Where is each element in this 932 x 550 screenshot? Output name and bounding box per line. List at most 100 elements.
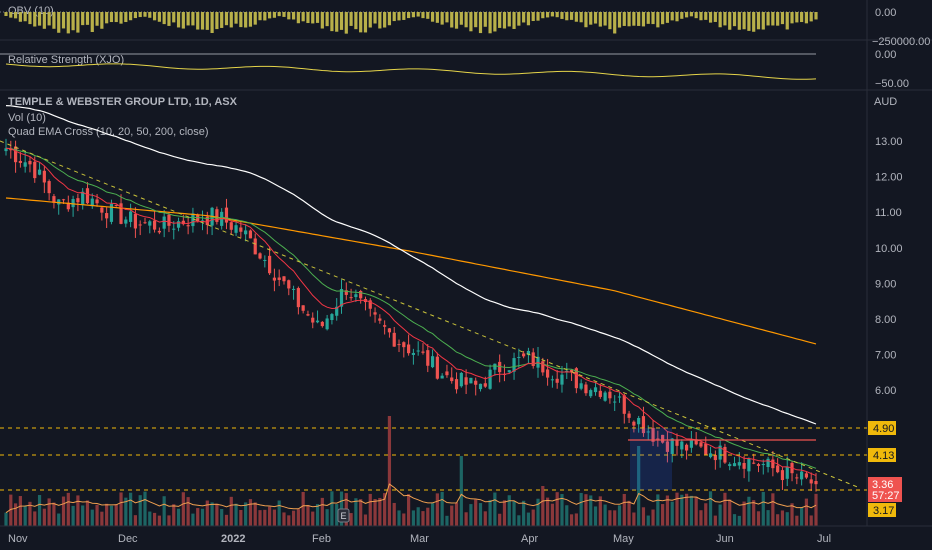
symbol-title: TEMPLE & WEBSTER GROUP LTD, 1D, ASX [8,96,238,108]
obv-bar [335,12,339,32]
candle-body [387,328,392,333]
price-tick-label: 7.00 [875,350,896,362]
volume-bar [478,503,483,526]
volume-bar [291,510,296,526]
volume-bar [224,514,229,526]
candle-body [694,439,698,445]
obv-bar [253,12,257,25]
candle-body [507,370,511,373]
obv-bar [445,12,449,23]
earnings-marker[interactable] [337,508,350,523]
candle-body [766,458,770,468]
ema50-line [5,105,817,425]
ema10-line [5,147,817,477]
candle-body [133,213,138,229]
obv-bar [699,12,703,21]
price-label-4-13: 4.13 [868,448,896,462]
volume-bar [560,494,564,526]
obv-bar [493,12,497,32]
candle-body [661,434,665,443]
candle-body [306,314,310,316]
volume-bar [296,509,300,526]
candle-body [689,439,693,448]
ema20-line [5,147,817,469]
obv-bar [210,12,214,34]
volume-bar [589,495,593,526]
volume-bar [205,500,209,526]
candle-body [555,378,559,383]
obv-bar [124,12,128,23]
obv-bar [263,12,267,21]
volume-bar [435,493,439,526]
candle-body [550,379,554,381]
rs-label: Relative Strength (XJO) [8,54,124,66]
obv-tick-zero: 0.00 [875,7,896,19]
candle-body [737,462,741,466]
obv-bar [119,12,123,24]
time-axis[interactable]: Nov Dec 2022 Feb Mar Apr May Jun Jul [8,533,831,545]
obv-bar [13,12,18,19]
candle-body [704,443,708,455]
currency-label: AUD [874,96,897,108]
candle-body [464,377,468,385]
volume-bar [407,494,411,526]
obv-bar [646,12,650,24]
price-label-3-17: 3.17 [868,503,896,517]
earnings-marker-letter: E [340,511,346,521]
obv-bar [713,12,717,22]
volume-bar [761,491,765,526]
candle-body [191,213,195,227]
obv-bar [311,12,315,24]
volume-bar [411,510,415,526]
volume-bar [85,500,90,526]
obv-bar [306,12,310,24]
volume-bar [320,497,324,526]
obv-bar [42,12,46,29]
trendline[interactable] [0,140,861,489]
candle-body [776,465,780,473]
obv-bar [143,12,147,17]
obv-bar [574,12,578,22]
obv-bar [373,12,377,24]
candle-body [152,220,157,230]
obv-bar [464,12,468,28]
obv-bar [359,12,363,33]
obv-tick-neg: −250000.00 [872,36,930,48]
volume-bar [244,502,248,526]
obv-bar [138,12,142,18]
candle-body [4,148,8,152]
volume-bar [474,499,478,526]
candle-body [728,464,732,466]
obv-bar [522,12,526,23]
candle-body [392,332,396,347]
volume-bar [752,500,756,526]
obv-bar [517,12,521,26]
obv-bar [421,12,425,19]
obv-bar [90,12,94,32]
obv-bar [196,12,200,30]
volume-bar [617,505,622,526]
candle-body [373,312,377,315]
volume-bar [315,504,320,526]
volume-bar [402,513,406,526]
candle-body [287,280,291,289]
candle-body [545,369,550,378]
volume-bar [311,511,315,526]
candle-body [732,463,737,467]
volume-bar [675,492,679,526]
candle-body [239,227,243,232]
candle-body [747,458,751,472]
candle-body [13,146,18,163]
obv-bar [152,12,157,21]
candle-body [378,318,382,321]
candle-body [742,462,746,469]
candle-body [593,387,598,393]
volume-bar [598,496,602,526]
volume-bar [512,500,516,526]
volume-bar [105,503,109,526]
volume-bar [680,494,684,526]
candle-body [522,353,526,357]
volume-bar [52,502,56,526]
main-pane: TEMPLE & WEBSTER GROUP LTD, 1D, ASX Vol … [0,96,903,526]
